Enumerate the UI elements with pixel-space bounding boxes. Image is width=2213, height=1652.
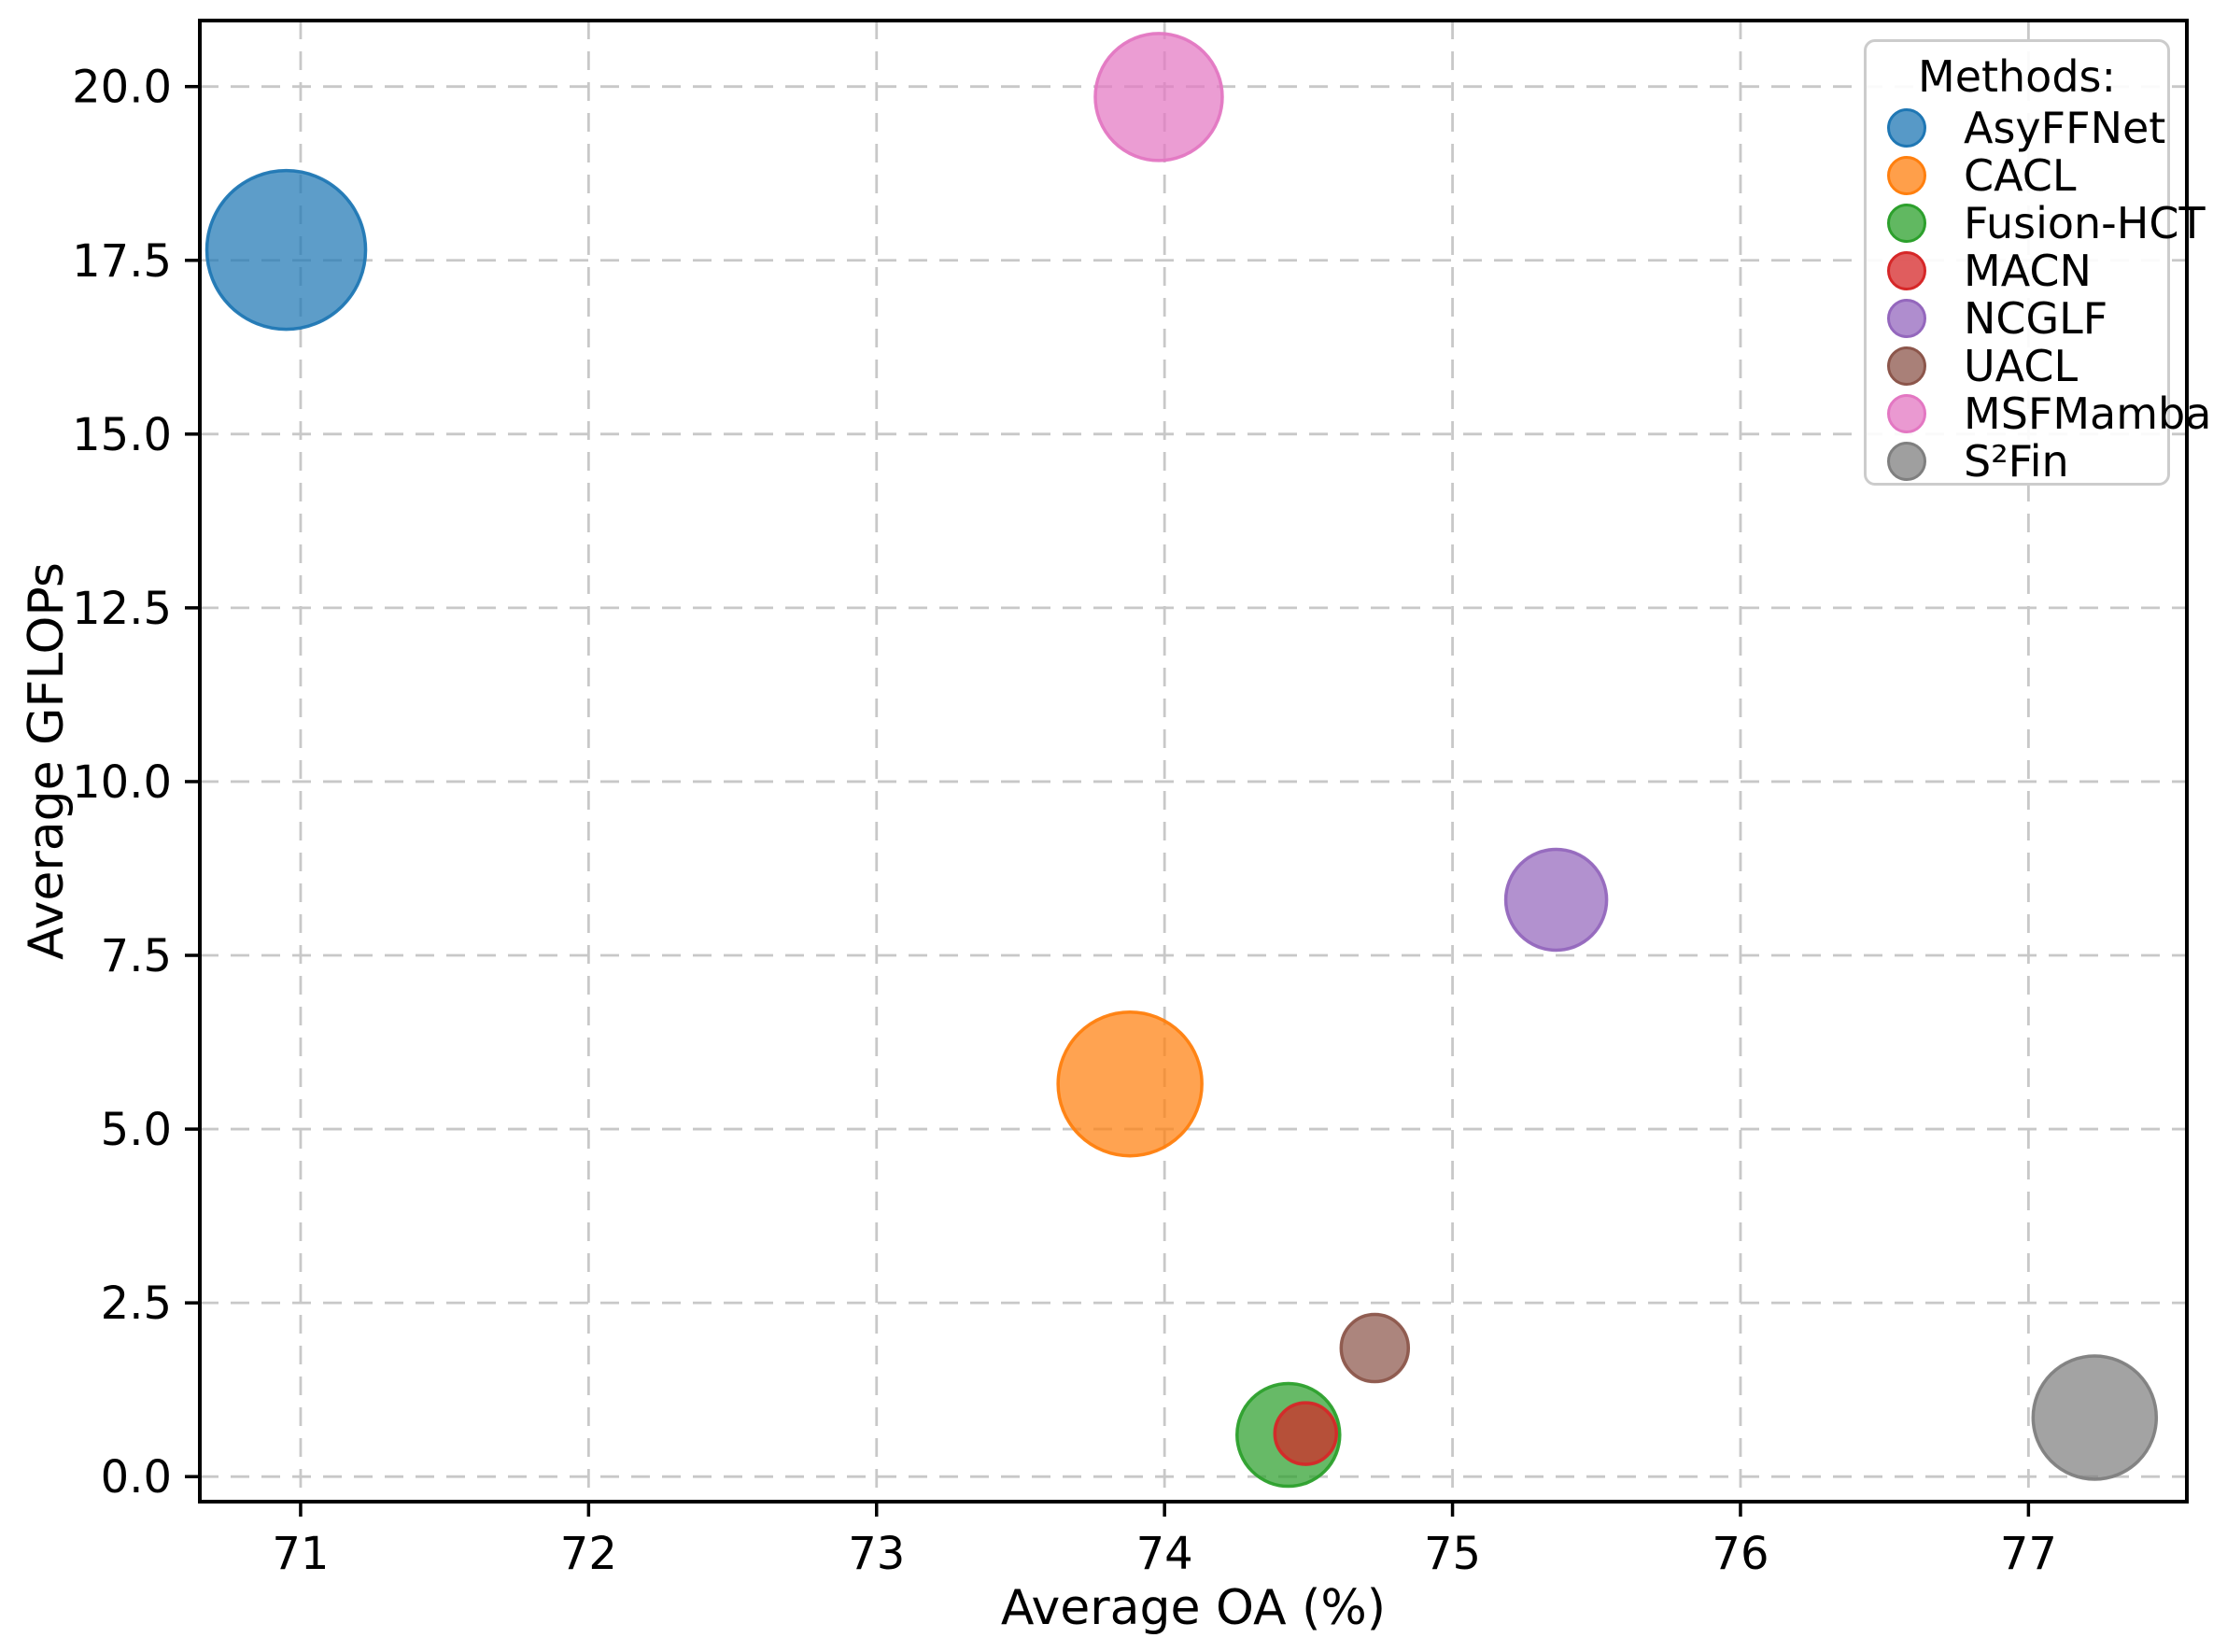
legend-marker-circle-icon: [1887, 155, 1926, 195]
y-tick-label: 15.0: [72, 409, 172, 461]
legend: Methods: AsyFFNet CACL Fusion-HCT MACN NCGLF…: [1864, 39, 2211, 486]
legend-title: Methods:: [1918, 51, 2116, 102]
x-tick-label: 74: [1136, 1528, 1193, 1580]
legend-marker-circle-icon: [1887, 441, 1926, 481]
legend-item-fusion-hct: Fusion-HCT: [1867, 199, 2206, 247]
legend-item-uacl: UACL: [1867, 342, 2167, 389]
legend-item-label: CACL: [1964, 149, 2077, 201]
legend-marker-circle-icon: [1887, 298, 1926, 338]
legend-item-s²fin: S²Fin: [1867, 437, 2167, 485]
x-tick-label: 73: [848, 1528, 905, 1580]
y-tick-label: 5.0: [101, 1104, 172, 1156]
legend-item-label: Fusion-HCT: [1964, 197, 2206, 248]
legend-marker-circle-icon: [1887, 250, 1926, 290]
x-tick-label: 75: [1424, 1528, 1481, 1580]
y-axis-title: Average GFLOPs: [19, 562, 75, 960]
y-tick-label: 7.5: [101, 930, 172, 982]
legend-item-label: MSFMamba: [1964, 388, 2212, 439]
y-tick-label: 20.0: [72, 62, 172, 114]
legend-item-label: UACL: [1964, 340, 2079, 391]
y-tick-label: 2.5: [101, 1278, 172, 1330]
x-tick-label: 72: [560, 1528, 617, 1580]
bubble-macn: [1273, 1401, 1339, 1466]
x-tick-label: 77: [2000, 1528, 2057, 1580]
legend-item-cacl: CACL: [1867, 151, 2167, 199]
bubble-ncglf: [1503, 847, 1609, 953]
legend-marker-circle-icon: [1887, 107, 1926, 148]
x-tick-label: 76: [1712, 1528, 1769, 1580]
y-tick-label: 0.0: [101, 1451, 172, 1504]
y-tick-label: 12.5: [72, 583, 172, 635]
x-axis-title: Average OA (%): [1000, 1580, 1387, 1636]
legend-item-msfmamba: MSFMamba: [1867, 389, 2211, 437]
plot-border: [198, 19, 2189, 1504]
x-tick-label: 71: [272, 1528, 329, 1580]
legend-items: AsyFFNet CACL Fusion-HCT MACN NCGLF UACL MSFMa…: [1867, 104, 2211, 485]
legend-item-macn: MACN: [1867, 247, 2167, 294]
legend-marker-circle-icon: [1887, 393, 1926, 433]
legend-item-label: MACN: [1964, 245, 2092, 296]
legend-item-label: NCGLF: [1964, 292, 2108, 344]
bubble-msfmamba: [1093, 32, 1224, 162]
legend-item-label: S²Fin: [1964, 435, 2069, 487]
legend-item-asyffnet: AsyFFNet: [1867, 104, 2167, 151]
bubble-cacl: [1056, 1010, 1204, 1158]
legend-marker-circle-icon: [1887, 346, 1926, 386]
bubble-uacl: [1339, 1312, 1411, 1384]
legend-item-label: AsyFFNet: [1964, 102, 2166, 153]
bubble-asyffnet: [204, 168, 368, 332]
legend-marker-circle-icon: [1887, 203, 1926, 243]
y-tick-label: 17.5: [72, 235, 172, 288]
legend-item-ncglf: NCGLF: [1867, 294, 2167, 342]
y-tick-label: 10.0: [72, 756, 172, 809]
bubble-s²fin: [2031, 1354, 2159, 1481]
